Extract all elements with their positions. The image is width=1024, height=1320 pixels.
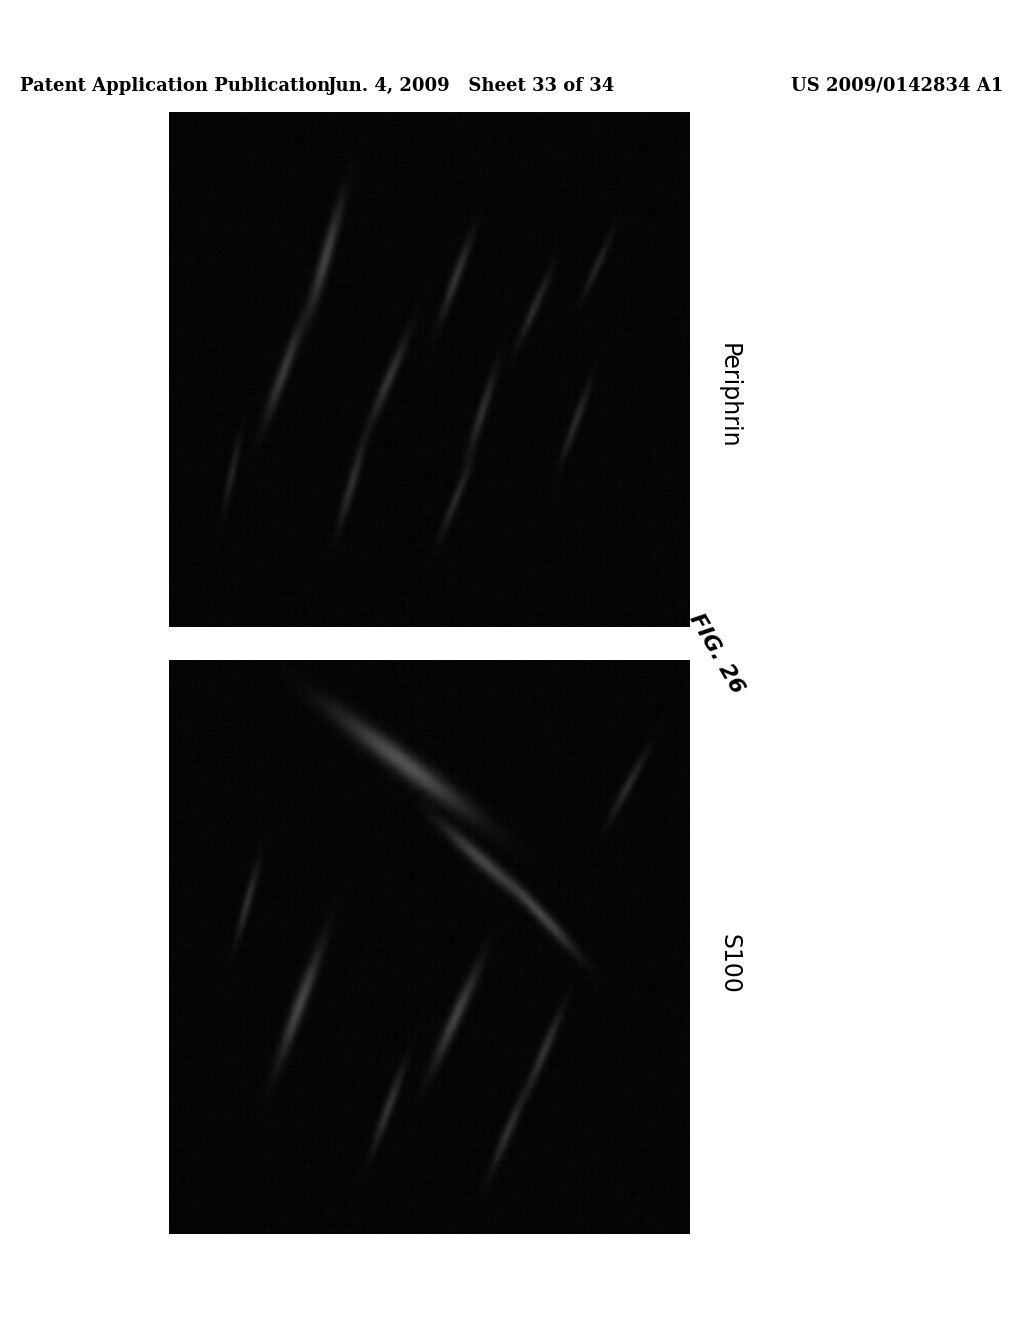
Text: US 2009/0142834 A1: US 2009/0142834 A1 — [792, 77, 1004, 95]
Text: Periphrin: Periphrin — [717, 343, 741, 449]
Text: FIG. 26: FIG. 26 — [686, 610, 748, 697]
Text: Patent Application Publication: Patent Application Publication — [20, 77, 331, 95]
Bar — [169, 628, 689, 659]
Text: S100: S100 — [717, 933, 741, 994]
Text: Jun. 4, 2009   Sheet 33 of 34: Jun. 4, 2009 Sheet 33 of 34 — [328, 77, 614, 95]
